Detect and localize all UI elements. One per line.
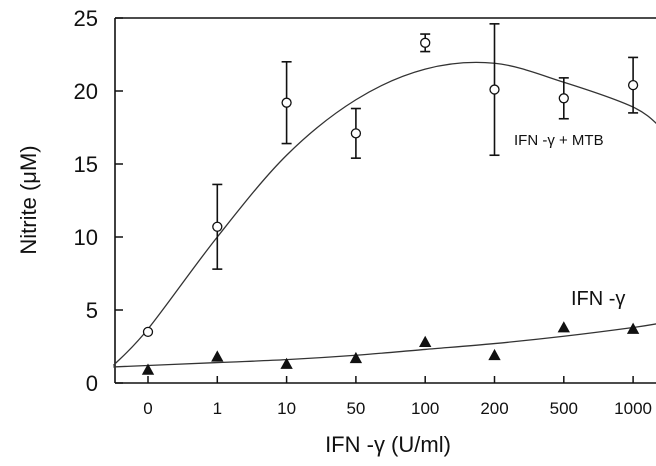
data-point-mtb [627,80,639,91]
data-point-ifn [419,335,432,348]
series-label-mtb: IFN -γ + MTB [514,132,604,149]
data-point-mtb [142,326,154,338]
data-point-ifn [488,348,501,361]
data-point-ifn [349,351,363,364]
y-tick-label: 20 [74,79,98,104]
data-point-mtb [212,221,223,232]
x-tick-label: 200 [480,399,508,418]
data-points [141,37,640,375]
y-axis-title: Nitrite (μM) [16,145,41,254]
x-tick-label: 500 [550,399,578,418]
data-point-mtb [350,128,362,139]
x-axis-title: IFN -γ (U/ml) [325,432,451,457]
x-tick-label: 10 [277,399,296,418]
data-point-mtb [281,97,292,108]
axes [114,17,656,384]
x-tick-label: 100 [411,399,439,418]
series-label-ifn: IFN -γ [571,288,625,310]
fit-curve-1 [113,323,656,368]
y-tick-label: 15 [74,152,98,177]
y-tick-label: 25 [74,6,98,31]
data-point-mtb [558,93,569,104]
fit-curves [112,61,656,368]
y-ticks: 0 5 10 15 20 25 [74,6,123,396]
x-tick-label: 0 [143,399,152,418]
x-tick-label: 1 [213,399,222,418]
x-tick-label: 50 [346,399,365,418]
y-tick-label: 10 [74,225,98,250]
data-point-ifn [280,357,293,369]
x-tick-label: 1000 [614,399,652,418]
data-point-ifn [626,322,640,334]
data-point-mtb [420,37,431,48]
y-tick-label: 0 [86,371,98,396]
data-point-ifn [141,363,155,375]
data-point-ifn [557,321,570,333]
data-point-ifn [211,350,224,362]
x-ticks: 0 1 10 50 100 200 500 1000 [143,376,652,418]
data-point-mtb [489,84,500,95]
y-tick-label: 5 [86,298,98,323]
fit-curve-0 [112,61,656,366]
